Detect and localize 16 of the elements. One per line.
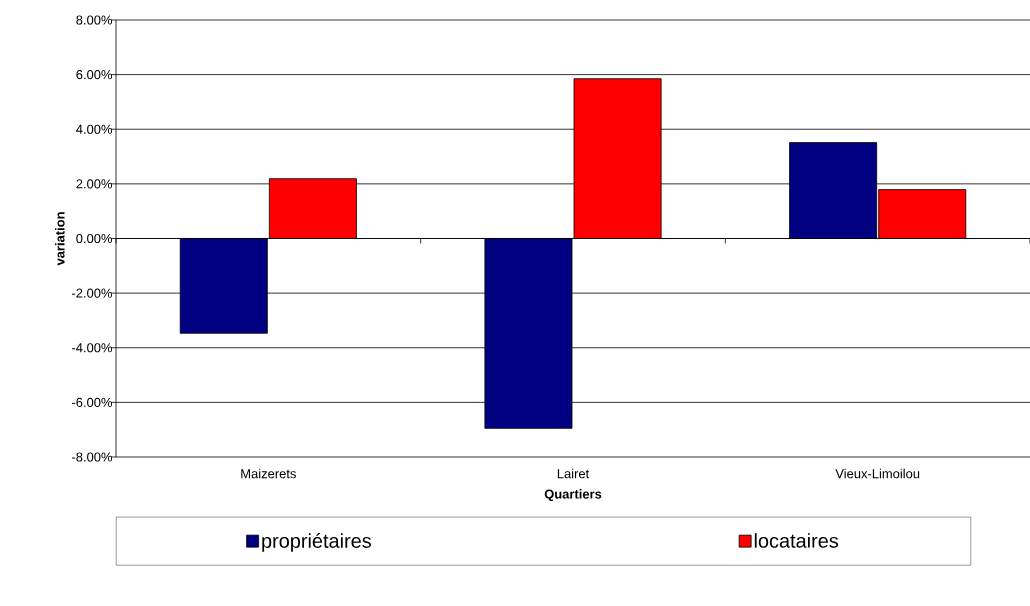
y-tick-label: 6.00% xyxy=(76,70,113,80)
x-tick-label: Vieux-Limoilou xyxy=(835,468,920,479)
y-tick-label: 4.00% xyxy=(76,124,113,134)
x-tick-label: Maizerets xyxy=(241,468,296,479)
y-tick-label: 2.00% xyxy=(76,179,113,189)
legend-label: locataires xyxy=(754,533,839,548)
y-tick-label: 0.00% xyxy=(76,233,113,244)
y-tick-label: -4.00% xyxy=(72,343,113,353)
x-axis-title: Quartiers xyxy=(544,489,602,502)
y-tick-label: -6.00% xyxy=(72,397,113,407)
y-tick-label: -2.00% xyxy=(72,288,113,298)
legend-label: propriétaires xyxy=(262,533,371,552)
x-tick-label: Lairet xyxy=(557,468,590,479)
y-tick-label: -8.00% xyxy=(72,452,113,462)
y-axis-title: variation xyxy=(55,212,65,266)
y-tick-label: 8.00% xyxy=(76,15,113,25)
